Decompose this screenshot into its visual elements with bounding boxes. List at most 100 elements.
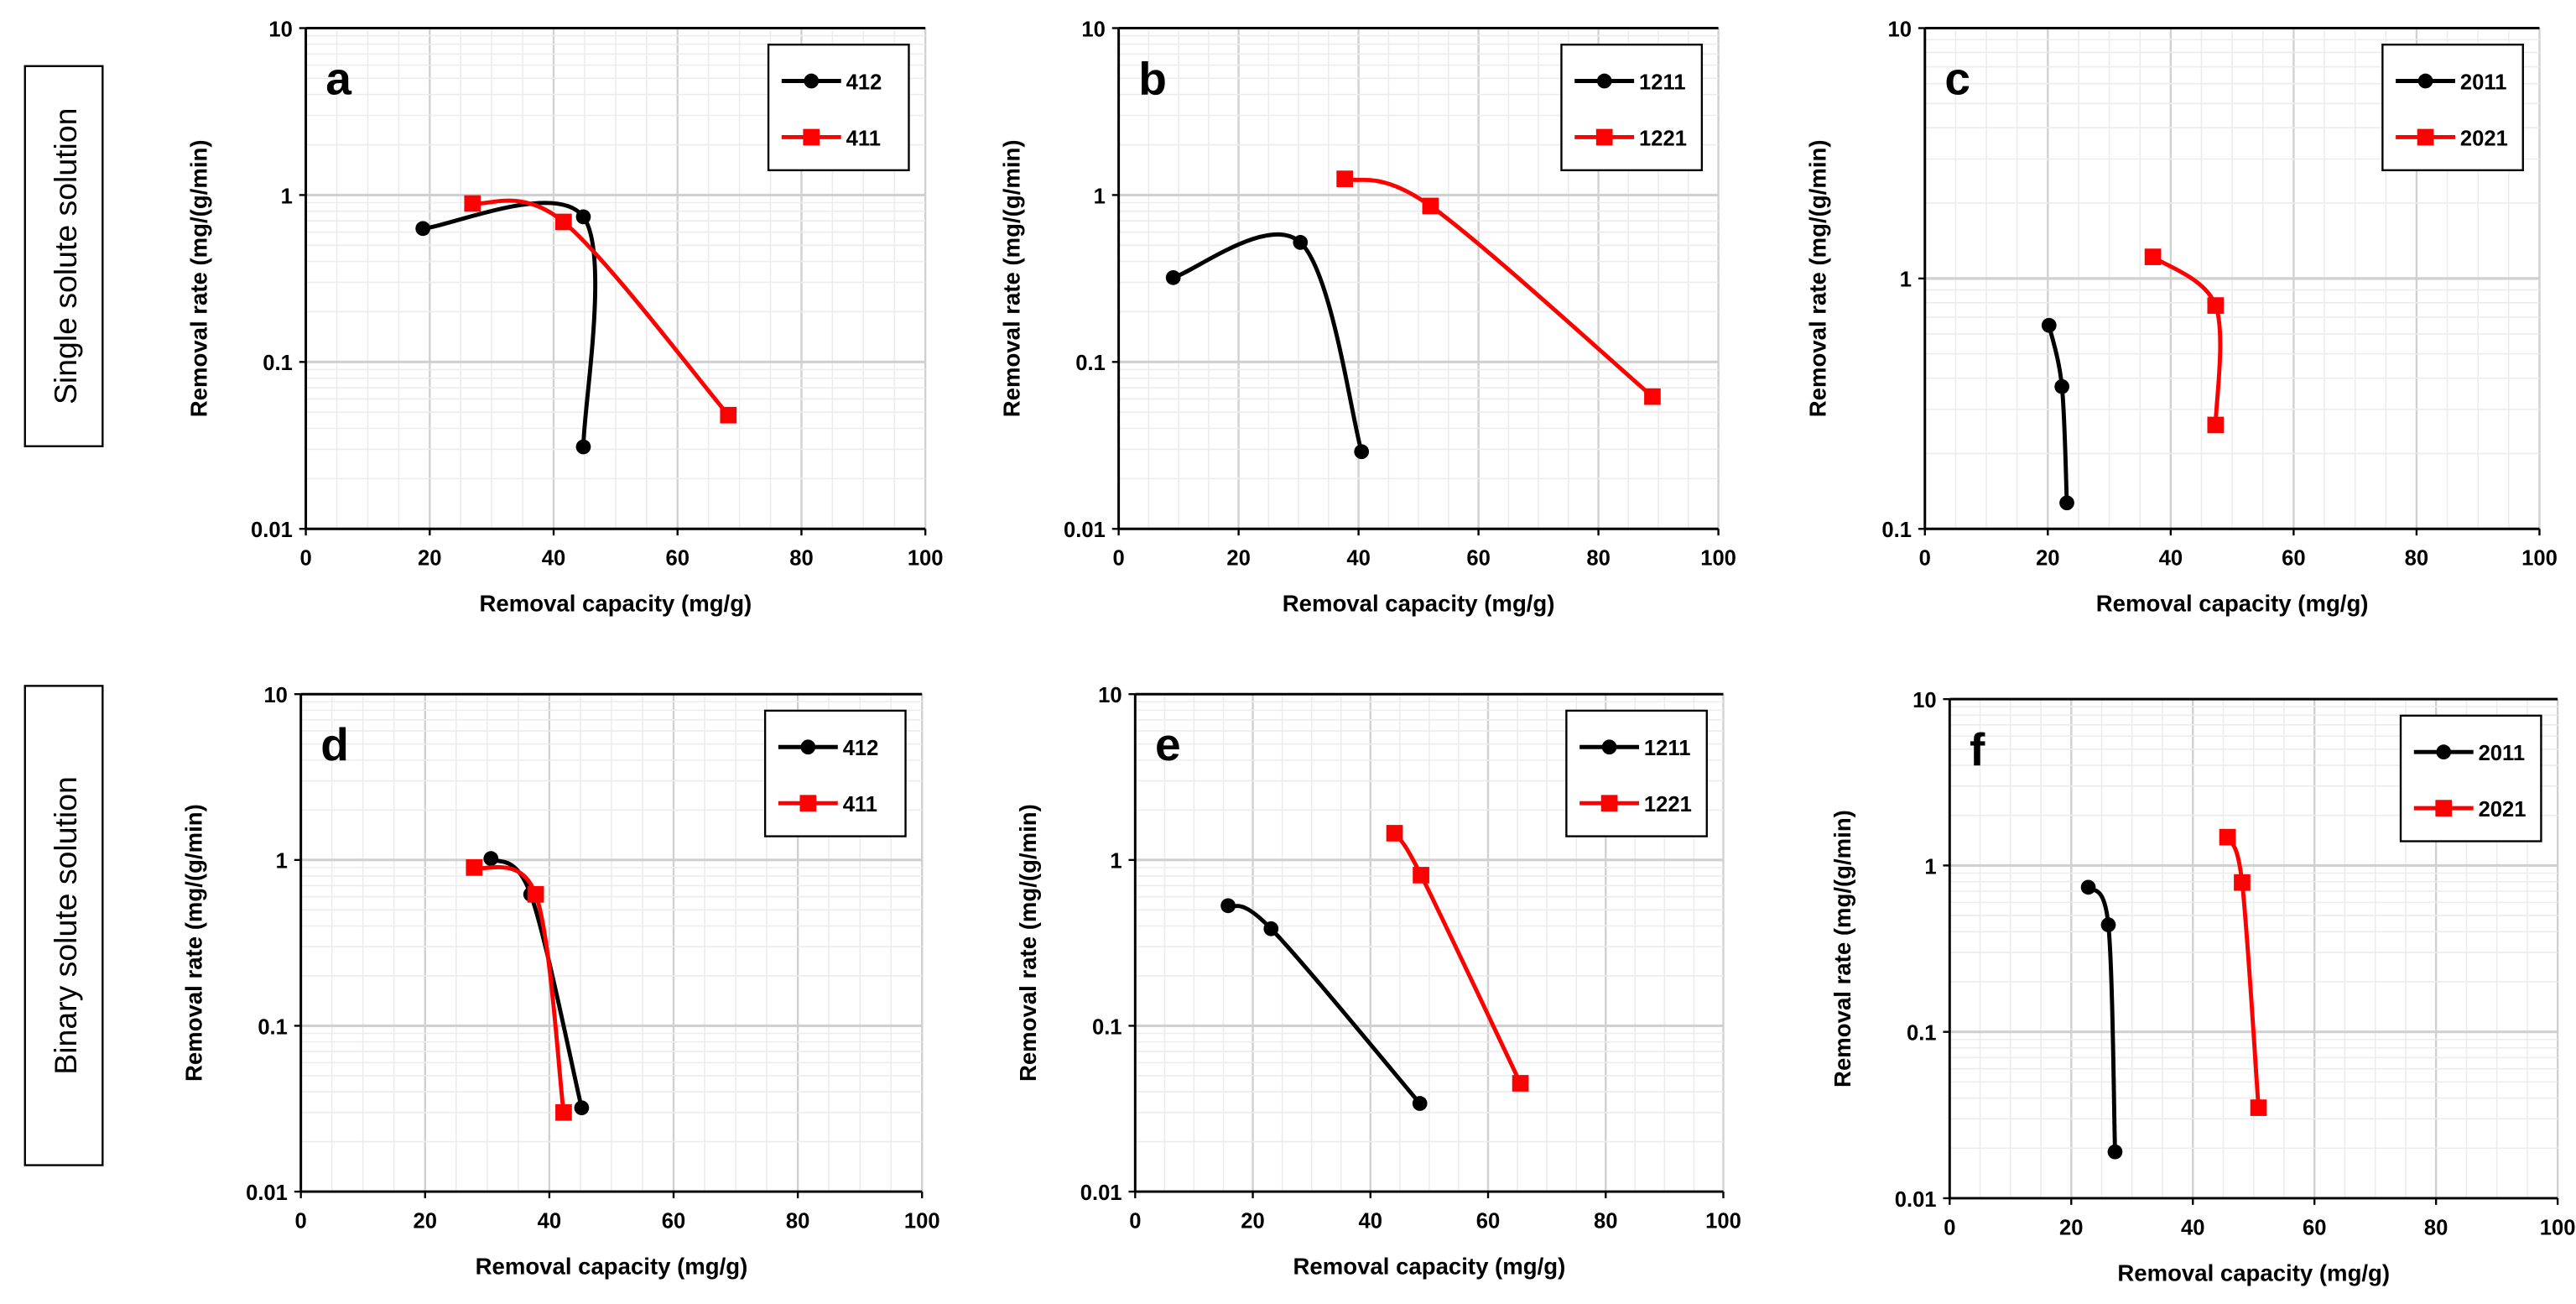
row-label-binary-text: Binary solute solution	[48, 776, 83, 1075]
row-label-binary: Binary solute solution	[23, 685, 104, 1166]
y-tick-label: 1	[1924, 855, 1936, 879]
data-point-1211	[1220, 898, 1236, 914]
data-point-411	[466, 859, 483, 876]
data-point-1221	[1644, 388, 1661, 405]
data-point-2011	[2054, 378, 2070, 394]
x-tick-label: 40	[1346, 547, 1370, 571]
x-tick-label: 100	[1700, 547, 1736, 571]
y-axis-label: Removal rate (mg/(g/min)	[1805, 139, 1831, 417]
legend-label: 411	[843, 793, 877, 816]
data-point-1221	[1336, 170, 1354, 187]
x-tick-label: 20	[418, 547, 441, 571]
panel-letter: e	[1155, 718, 1181, 770]
legend: 2011 2021	[2399, 714, 2542, 842]
legend-marker-circle	[800, 739, 816, 755]
y-tick-label: 10	[1888, 18, 1912, 41]
y-tick-label: 0.01	[251, 519, 293, 542]
data-point-2021	[2207, 416, 2225, 434]
data-point-1211	[1165, 269, 1181, 285]
x-tick-label: 100	[1705, 1209, 1741, 1233]
data-point-1211	[1263, 921, 1279, 936]
panel-c: 0 20 40 60 80 100 0.1 1 10 Removal capacity (mg/g…	[1805, 18, 2558, 616]
data-point-1211	[1293, 235, 1309, 250]
data-point-411	[720, 406, 737, 424]
x-tick-label: 20	[414, 1209, 437, 1233]
data-point-1221	[1512, 1075, 1529, 1092]
legend-box	[763, 709, 907, 837]
x-tick-label: 100	[2540, 1216, 2576, 1239]
legend-marker-circle	[2436, 744, 2452, 760]
legend-marker-square	[799, 795, 817, 812]
y-tick-label: 10	[268, 18, 292, 41]
series-line-411	[473, 864, 566, 1114]
y-axis-label: Removal rate (mg/(g/min)	[1829, 810, 1855, 1088]
legend-label: 2011	[2460, 70, 2507, 94]
data-point-1211	[1354, 444, 1370, 460]
x-tick-label: 20	[1226, 547, 1250, 571]
x-tick-label: 40	[538, 1209, 561, 1233]
legend-marker-circle	[804, 73, 820, 89]
legend-box	[1565, 709, 1708, 837]
x-tick-label: 40	[2159, 547, 2183, 571]
panel-e: 0 20 40 60 80 100 0.01 0.1 1 10 Removal capacity (…	[1015, 684, 1741, 1279]
legend-label: 412	[843, 737, 879, 760]
x-tick-label: 100	[904, 1209, 940, 1233]
legend-label: 1221	[1644, 793, 1692, 816]
legend: 1211 1221	[1565, 709, 1708, 837]
y-tick-label: 0.1	[1092, 1015, 1122, 1039]
x-axis-label: Removal capacity (mg/g)	[1283, 591, 1555, 617]
data-point-2011	[2041, 317, 2057, 333]
panel-letter: b	[1138, 52, 1167, 104]
x-tick-label: 40	[1359, 1209, 1382, 1233]
x-axis-label: Removal capacity (mg/g)	[2117, 1260, 2390, 1286]
x-tick-label: 80	[1594, 1209, 1617, 1233]
x-tick-label: 0	[1944, 1216, 1955, 1239]
x-tick-label: 60	[2303, 1216, 2326, 1239]
y-tick-label: 1	[276, 850, 288, 874]
y-tick-label: 1	[1110, 850, 1121, 874]
x-tick-label: 20	[1241, 1209, 1264, 1233]
legend-marker-square	[2417, 128, 2434, 146]
legend-marker-square	[1600, 795, 1618, 812]
data-point-1221	[1386, 825, 1403, 842]
x-tick-label: 60	[662, 1209, 685, 1233]
y-axis-label: Removal rate (mg/(g/min)	[998, 139, 1024, 417]
x-tick-label: 40	[2181, 1216, 2204, 1239]
x-axis-label: Removal capacity (mg/g)	[2096, 591, 2369, 617]
legend-label: 2021	[2460, 127, 2508, 150]
panel-letter: f	[1970, 723, 1985, 775]
legend-marker-square	[2435, 800, 2453, 816]
x-tick-label: 80	[2405, 547, 2428, 571]
legend-label: 1211	[1644, 737, 1691, 760]
legend: 412 411	[767, 43, 910, 172]
data-point-2011	[2059, 495, 2074, 511]
x-tick-label: 20	[2036, 547, 2059, 571]
data-point-412	[575, 439, 591, 455]
panel-letter: d	[320, 718, 349, 770]
series-line-1221	[1344, 176, 1654, 399]
y-tick-label: 10	[1081, 18, 1105, 41]
x-tick-label: 20	[2059, 1216, 2083, 1239]
data-point-412	[483, 851, 499, 867]
data-point-412	[415, 221, 431, 237]
legend-marker-circle	[1596, 73, 1612, 89]
x-tick-label: 0	[1129, 1209, 1141, 1233]
y-tick-label: 10	[263, 684, 287, 707]
legend-marker-circle	[1601, 739, 1617, 755]
x-tick-label: 80	[789, 547, 813, 571]
legend: 2011 2021	[2381, 43, 2524, 172]
legend-label: 2021	[2479, 798, 2527, 822]
data-point-1211	[1412, 1096, 1428, 1111]
panel-letter: a	[325, 52, 352, 104]
x-tick-label: 60	[1476, 1209, 1500, 1233]
y-tick-label: 0.1	[1075, 352, 1106, 375]
data-point-411	[464, 195, 481, 212]
legend-marker-square	[803, 128, 820, 146]
x-tick-label: 60	[2282, 547, 2305, 571]
data-point-412	[574, 1100, 590, 1116]
y-tick-label: 10	[1098, 684, 1121, 707]
x-tick-label: 60	[666, 547, 690, 571]
y-tick-label: 0.01	[1080, 1181, 1122, 1205]
x-tick-label: 80	[786, 1209, 809, 1233]
x-tick-label: 0	[1113, 547, 1125, 571]
